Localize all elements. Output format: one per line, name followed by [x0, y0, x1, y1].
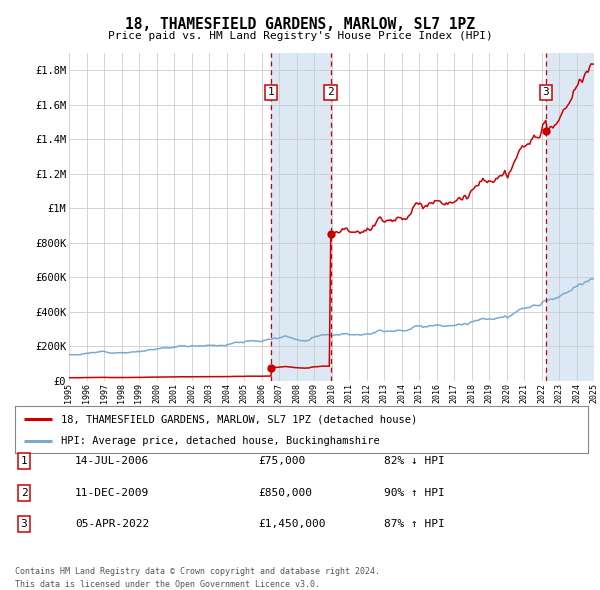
Text: 82% ↓ HPI: 82% ↓ HPI	[384, 457, 445, 466]
Text: £850,000: £850,000	[258, 488, 312, 497]
Text: 2: 2	[327, 87, 334, 97]
Text: 18, THAMESFIELD GARDENS, MARLOW, SL7 1PZ (detached house): 18, THAMESFIELD GARDENS, MARLOW, SL7 1PZ…	[61, 414, 417, 424]
Text: 3: 3	[542, 87, 550, 97]
Text: 1: 1	[20, 457, 28, 466]
Text: 14-JUL-2006: 14-JUL-2006	[75, 457, 149, 466]
Text: 87% ↑ HPI: 87% ↑ HPI	[384, 519, 445, 529]
Text: 90% ↑ HPI: 90% ↑ HPI	[384, 488, 445, 497]
Bar	[546, 53, 594, 381]
Text: 18, THAMESFIELD GARDENS, MARLOW, SL7 1PZ: 18, THAMESFIELD GARDENS, MARLOW, SL7 1PZ	[125, 17, 475, 31]
Text: 3: 3	[20, 519, 28, 529]
Text: 11-DEC-2009: 11-DEC-2009	[75, 488, 149, 497]
Bar	[271, 53, 331, 381]
Text: £75,000: £75,000	[258, 457, 305, 466]
Text: Contains HM Land Registry data © Crown copyright and database right 2024.
This d: Contains HM Land Registry data © Crown c…	[15, 568, 380, 589]
Text: 05-APR-2022: 05-APR-2022	[75, 519, 149, 529]
Text: £1,450,000: £1,450,000	[258, 519, 325, 529]
Text: HPI: Average price, detached house, Buckinghamshire: HPI: Average price, detached house, Buck…	[61, 437, 380, 446]
Text: Price paid vs. HM Land Registry's House Price Index (HPI): Price paid vs. HM Land Registry's House …	[107, 31, 493, 41]
Text: 2: 2	[20, 488, 28, 497]
Text: 1: 1	[268, 87, 274, 97]
